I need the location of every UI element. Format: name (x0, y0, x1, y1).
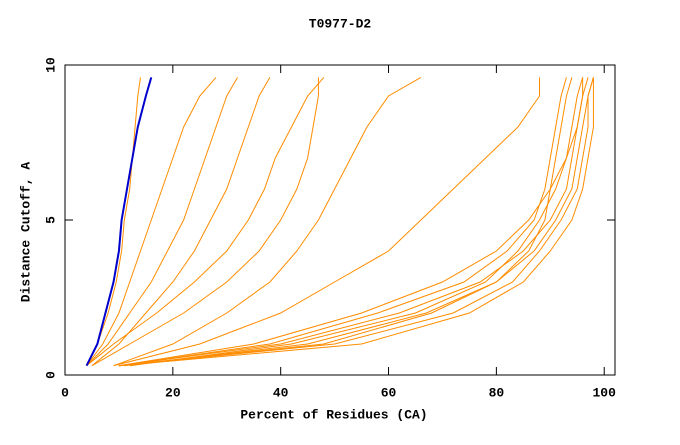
series-line (124, 77, 594, 367)
series-line (91, 77, 319, 367)
series-line (113, 76, 422, 367)
series-line (113, 77, 541, 367)
series-line (118, 77, 589, 367)
chart-title: T0977-D2 (309, 16, 372, 31)
series-line (86, 77, 238, 367)
series-line (118, 77, 584, 367)
series-line (91, 77, 271, 367)
y-axis-label: Distance Cutoff, A (18, 162, 33, 303)
x-axis-label: Percent of Residues (CA) (240, 407, 427, 422)
series-line (86, 77, 141, 366)
y-tick-label: 10 (43, 57, 58, 73)
series-line (86, 77, 325, 367)
series-line (118, 77, 594, 367)
x-tick-label: 0 (61, 385, 69, 400)
x-tick-label: 60 (381, 385, 397, 400)
series-line (118, 77, 573, 367)
y-tick-label: 5 (43, 216, 58, 224)
series-line (118, 77, 594, 367)
series-line (86, 77, 217, 366)
x-tick-label: 20 (165, 385, 181, 400)
x-tick-label: 80 (489, 385, 505, 400)
series-line (129, 77, 584, 367)
series-line (85, 77, 153, 367)
y-tick-label: 0 (43, 371, 58, 379)
x-tick-label: 100 (593, 385, 617, 400)
x-tick-label: 40 (273, 385, 289, 400)
series-line (118, 77, 567, 367)
